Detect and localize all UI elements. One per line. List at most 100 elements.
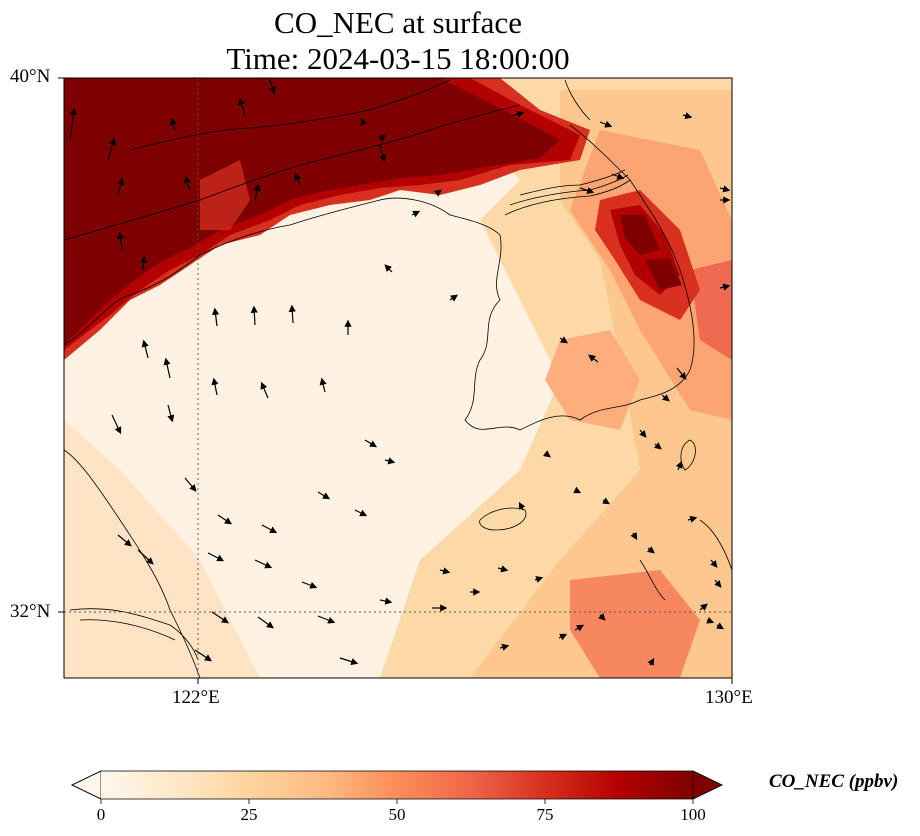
co-concentration-field — [64, 78, 732, 678]
wind-arrow — [675, 460, 683, 471]
wind-arrow — [250, 305, 258, 326]
wind-arrow — [559, 336, 568, 344]
lat-tick-32n: 32°N — [10, 601, 51, 622]
colorbar — [71, 770, 723, 804]
wind-arrow — [654, 442, 662, 450]
wind-arrow — [288, 304, 296, 324]
lon-tick-122e: 122°E — [172, 687, 220, 708]
wind-arrow — [141, 339, 149, 359]
wind-arrow — [602, 497, 611, 505]
wind-arrow — [676, 367, 687, 380]
wind-arrow — [212, 307, 220, 327]
wind-arrow — [384, 457, 396, 465]
wind-arrow — [518, 501, 526, 511]
wind-arrow — [699, 603, 708, 611]
wind-arrow — [573, 486, 582, 494]
wind-arrow — [194, 649, 212, 662]
coastlines — [64, 79, 732, 678]
wind-arrow — [499, 643, 510, 651]
axis-ticks — [58, 77, 733, 684]
wind-arrow — [184, 175, 191, 191]
wind-arrow — [719, 283, 731, 291]
wind-arrow — [137, 549, 154, 565]
wind-arrow — [217, 514, 232, 525]
wind-arrow — [439, 567, 451, 575]
wind-arrow — [710, 559, 718, 568]
wind-arrow — [378, 134, 386, 142]
wind-arrow — [294, 172, 302, 186]
wind-arrow — [111, 414, 122, 435]
map-time-subtitle: Time: 2024-03-15 18:00:00 — [226, 41, 570, 76]
wind-arrow — [169, 117, 177, 131]
wind-arrow — [543, 450, 551, 458]
wind-arrow — [598, 613, 606, 621]
wind-arrow — [379, 144, 387, 163]
wind-arrow — [647, 657, 655, 666]
lat-tick-40n: 40°N — [10, 66, 51, 87]
wind-arrow — [647, 546, 655, 554]
wind-arrow — [639, 429, 647, 438]
wind-arrow — [534, 576, 544, 583]
wind-arrow — [579, 187, 595, 194]
wind-arrow — [163, 357, 171, 379]
wind-arrow — [319, 377, 327, 393]
wind-arrow — [588, 354, 599, 363]
colorbar-gradient — [101, 771, 693, 799]
wind-arrow — [261, 524, 278, 534]
wind-arrow — [682, 112, 693, 120]
wind-arrow — [574, 624, 585, 632]
wind-arrow — [434, 189, 442, 197]
wind-arrow — [714, 579, 722, 588]
wind-arrow — [379, 597, 393, 605]
wind-arrow — [117, 177, 125, 196]
wind-arrow — [630, 532, 638, 541]
wind-arrow — [167, 404, 175, 423]
colorbar-extend-min — [71, 770, 102, 800]
wind-arrow — [269, 79, 276, 95]
map-frame — [63, 77, 733, 679]
wind-arrow — [211, 377, 219, 396]
colorbar-tick-25: 25 — [240, 805, 258, 824]
wind-arrow — [254, 559, 273, 569]
wind-arrow — [107, 137, 117, 161]
wind-arrow — [260, 381, 269, 399]
colorbar-tick-0: 0 — [96, 805, 106, 824]
wind-arrow — [117, 534, 132, 547]
wind-arrow — [317, 615, 336, 624]
colorbar-tick-100: 100 — [680, 805, 706, 824]
wind-arrow — [211, 611, 229, 624]
map-title: CO_NEC at surface — [274, 5, 522, 40]
wind-arrow — [719, 185, 731, 193]
wind-arrow — [317, 491, 331, 500]
wind-arrow — [706, 616, 715, 624]
wind-arrow — [69, 107, 77, 141]
colorbar-extend-max — [692, 770, 723, 800]
wind-arrow — [257, 616, 274, 629]
lon-tick-130e: 130°E — [705, 687, 753, 708]
wind-arrow — [238, 97, 246, 116]
wind-arrow — [117, 231, 125, 251]
wind-arrow — [558, 633, 568, 641]
gridlines — [64, 78, 732, 678]
wind-arrow — [364, 439, 378, 448]
wind-arrow — [207, 552, 225, 562]
wind-arrow — [449, 294, 458, 302]
wind-arrow — [511, 110, 525, 118]
colorbar-tick-50: 50 — [388, 805, 406, 824]
wind-arrow — [687, 515, 698, 523]
wind-arrow — [253, 183, 261, 201]
colorbar-tick-75: 75 — [536, 805, 554, 824]
wind-arrow — [354, 509, 368, 517]
wind-arrow — [716, 622, 725, 630]
wind-vectors — [69, 79, 731, 666]
wind-arrow — [599, 120, 613, 128]
wind-arrow — [661, 394, 670, 402]
wind-arrow — [339, 657, 359, 666]
wind-arrow — [184, 477, 197, 492]
wind-arrow — [497, 565, 509, 573]
colorbar-label: CO_NEC (ppbv) — [769, 771, 899, 792]
wind-arrow — [140, 255, 148, 271]
wind-arrow — [301, 581, 318, 589]
wind-arrow — [360, 117, 368, 126]
